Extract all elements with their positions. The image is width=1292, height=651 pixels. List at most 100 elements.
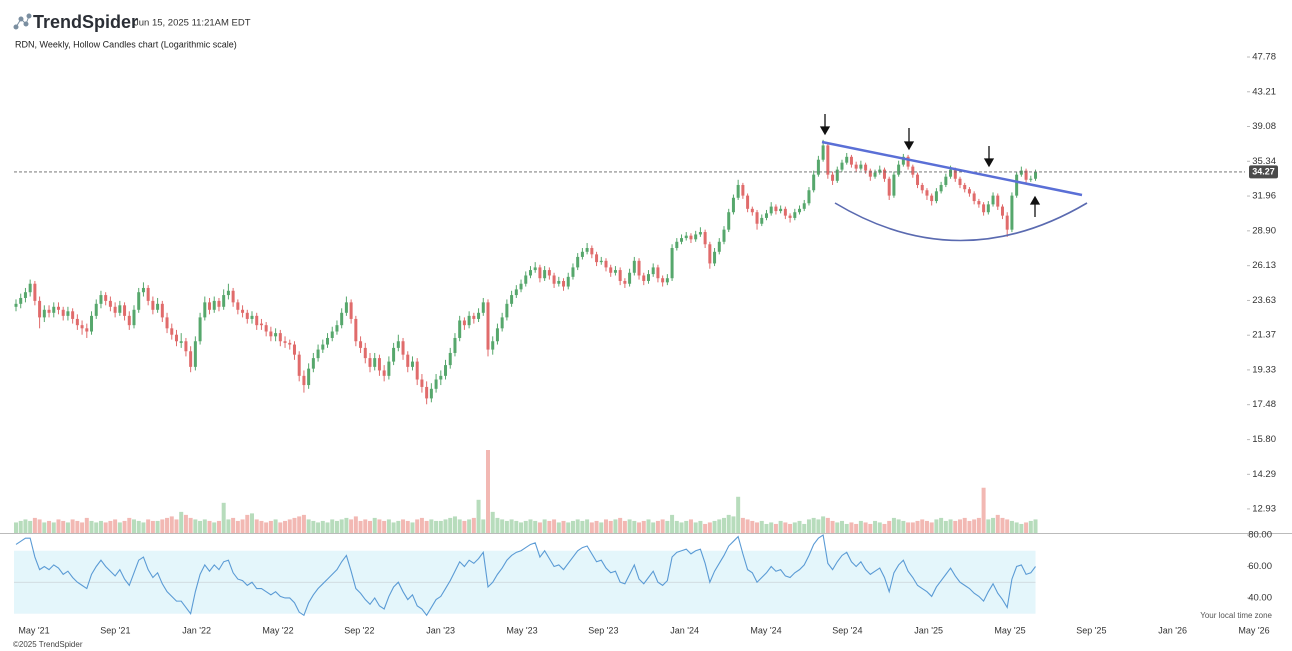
candle-body	[283, 341, 287, 343]
volume-bar	[169, 516, 174, 533]
volume-bar	[226, 519, 231, 533]
chart-title: RDN, Weekly, Hollow Candles chart (Logar…	[15, 39, 237, 49]
candle-body	[231, 290, 235, 303]
candle-body	[444, 365, 448, 376]
volume-bar	[490, 511, 495, 533]
candle-body	[330, 331, 334, 338]
volume-bar	[849, 522, 854, 533]
candle-body	[174, 334, 178, 342]
x-tick-label: Sep '25	[1076, 625, 1106, 635]
logo-dot	[18, 16, 24, 22]
volume-bar	[519, 522, 524, 533]
volume-bar	[825, 517, 830, 533]
candle-body	[316, 349, 320, 359]
x-tick-label: May '21	[18, 625, 49, 635]
candle-body	[543, 270, 547, 279]
volume-bar	[939, 517, 944, 533]
candle-body	[387, 361, 391, 376]
volume-bar	[632, 520, 637, 533]
volume-bar	[594, 520, 599, 533]
candle-body	[637, 260, 641, 276]
candle-body	[269, 331, 273, 337]
y-tick-label: 23.63	[1252, 295, 1276, 306]
candle-body	[571, 267, 575, 277]
candle-body	[222, 295, 226, 307]
candle-body	[108, 300, 112, 307]
volume-bar	[618, 517, 623, 533]
volume-bar	[750, 520, 755, 533]
volume-bar	[707, 522, 712, 533]
volume-bar	[108, 520, 113, 533]
candle-body	[396, 341, 400, 348]
logo-icon	[13, 13, 32, 30]
volume-bar	[410, 522, 415, 533]
y-tick-label: 12.93	[1252, 503, 1276, 514]
volume-bar	[264, 522, 269, 533]
candle-body	[958, 178, 962, 185]
volume-bar	[268, 520, 273, 533]
volume-bar	[915, 520, 920, 533]
volume-bar	[391, 522, 396, 533]
y-tick-label: 19.33	[1252, 364, 1276, 375]
volume-bar	[462, 520, 467, 533]
candle-body	[19, 297, 23, 304]
volume-bar	[637, 522, 642, 533]
volume-bar	[113, 519, 118, 533]
volume-bar	[570, 520, 575, 533]
volume-bar	[523, 520, 528, 533]
volume-bar	[339, 519, 344, 533]
candle-body	[448, 352, 452, 366]
volume-bar	[641, 520, 646, 533]
candle-body	[344, 302, 348, 313]
volume-bar	[792, 522, 797, 533]
candle-body	[680, 238, 684, 242]
volume-bar	[745, 519, 750, 533]
volume-bar	[688, 519, 693, 533]
volume-bar	[89, 520, 94, 533]
volume-bar	[646, 519, 651, 533]
candle-body	[1034, 171, 1038, 179]
volume-bar	[122, 520, 127, 533]
volume-bar	[452, 516, 457, 533]
candle-body	[722, 229, 726, 242]
logo-dot	[26, 13, 32, 19]
volume-bar	[349, 519, 354, 533]
volume-bar	[240, 519, 245, 533]
candle-body	[94, 303, 98, 316]
volume-bar	[991, 517, 996, 533]
candle-body	[382, 370, 386, 376]
volume-bar	[212, 522, 217, 533]
volume-bar	[759, 520, 764, 533]
volume-bar	[1033, 519, 1038, 533]
candle-body	[665, 278, 669, 283]
volume-bar	[457, 519, 462, 533]
candle-body	[47, 309, 51, 313]
volume-bar	[972, 519, 977, 533]
volume-bar	[1028, 520, 1033, 533]
candle-body	[783, 208, 787, 216]
volume-bar	[717, 519, 722, 533]
candle-body	[736, 184, 740, 198]
volume-bar	[1024, 522, 1029, 533]
volume-bar	[132, 519, 136, 533]
candle-body	[821, 145, 825, 160]
volume-bar	[981, 487, 986, 533]
annotations	[819, 114, 1088, 242]
candle-body	[864, 164, 868, 171]
candle-body	[415, 361, 419, 380]
volume-bar	[160, 519, 165, 533]
volume-bar	[434, 520, 439, 533]
volume-bar	[552, 519, 557, 533]
timestamp: Jun 15, 2025 11:21AM EDT	[134, 18, 251, 29]
volume-bar	[415, 519, 420, 533]
volume-bar	[424, 520, 429, 533]
volume-bar	[1019, 523, 1024, 533]
candle-body	[557, 280, 561, 284]
volume-bar	[934, 519, 939, 533]
logo-dot	[13, 24, 19, 30]
candle-body	[826, 145, 830, 175]
volume-bar	[273, 519, 278, 533]
volume-bar	[580, 520, 585, 533]
candle-body	[491, 341, 495, 350]
candle-body	[311, 358, 315, 369]
